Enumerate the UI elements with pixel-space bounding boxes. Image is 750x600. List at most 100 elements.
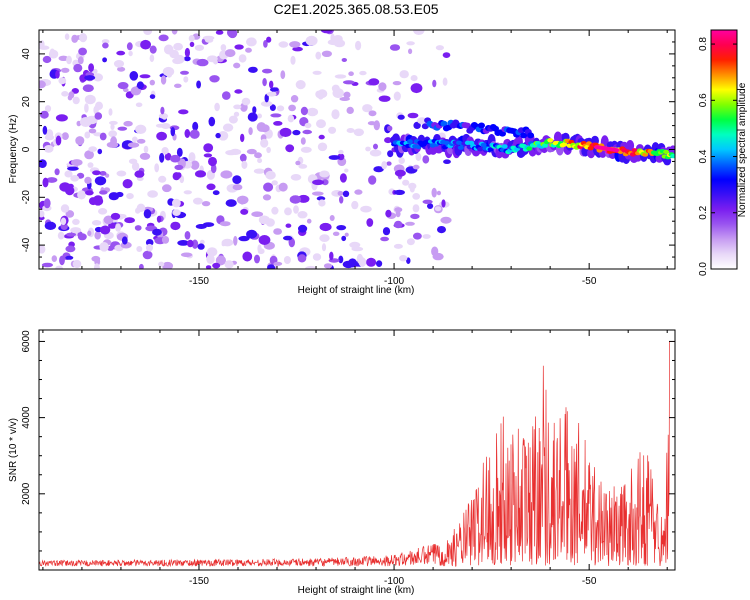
spectrogram-x-axis-title: Height of straight line (km) [298,285,415,296]
noise-blob [432,188,437,198]
noise-blob [354,189,362,194]
colorbar-tick-label: 0.0 [698,262,709,276]
figure-title: C2E1.2025.365.08.53.E05 [273,1,438,17]
noise-blob [370,150,382,157]
noise-blob [205,38,213,43]
noise-blob [245,48,252,53]
noise-blob [302,130,312,134]
noise-blob [185,48,190,57]
noise-blob [262,78,267,86]
noise-blob [204,153,212,157]
noise-blob [252,106,256,113]
noise-blob [301,107,308,115]
noise-blob [238,236,249,241]
noise-blob [318,143,327,152]
noise-blob [65,256,73,260]
noise-blob [128,51,132,56]
noise-blob [298,225,307,233]
noise-blob [272,180,278,185]
noise-blob [319,171,329,178]
noise-blob [298,211,308,218]
noise-blob [248,112,258,121]
noise-blob [79,33,87,42]
noise-blob [118,127,128,131]
colorbar-tick-label: 0.6 [698,93,709,107]
noise-blob [225,49,236,57]
y-tick-label: 6000 [21,330,32,353]
noise-blob [313,253,321,260]
noise-blob [159,153,164,163]
noise-blob [390,44,400,51]
noise-blob [226,199,237,207]
noise-blob [88,63,94,72]
noise-blob [345,233,349,237]
noise-blob [36,80,46,88]
noise-blob [305,123,312,128]
noise-blob [135,125,146,134]
noise-blob [140,153,150,160]
noise-blob [394,190,405,195]
noise-blob [170,155,181,163]
noise-blob [394,92,401,101]
y-tick-label: 0 [21,146,32,152]
noise-blob [181,253,192,258]
noise-blob [40,111,49,119]
noise-blob [70,175,79,182]
noise-blob [398,115,405,120]
noise-blob [222,91,231,100]
noise-blob [246,37,257,46]
noise-blob [215,133,220,138]
colorbar: 0.00.20.40.60.8 Normalized spectral ampl… [698,30,748,276]
noise-blob [317,92,324,100]
noise-blob [359,71,366,75]
snr-panel: -150 -100 -50 200040006000 Height of strai… [8,330,675,596]
noise-blob [68,95,73,100]
noise-blob [157,216,161,223]
noise-blob [394,244,403,249]
noise-blob [328,127,336,134]
noise-blob [68,184,74,189]
noise-blob [368,78,379,85]
noise-blob [436,45,444,50]
noise-blob [251,211,263,217]
noise-blob [351,201,358,209]
noise-blob [341,236,346,241]
noise-blob [411,75,418,81]
noise-blob [233,63,240,69]
signal-peak [614,148,620,152]
noise-blob [242,98,251,106]
noise-blob [61,91,68,97]
noise-blob [283,236,292,241]
noise-blob [273,262,282,266]
noise-blob [270,113,281,117]
noise-blob [161,75,166,84]
noise-blob [288,115,294,123]
noise-blob [43,178,49,188]
noise-blob [135,225,142,231]
colorbar-gradient [711,30,737,269]
noise-blob [267,92,277,97]
noise-blob [55,168,60,175]
noise-blob [49,50,58,59]
noise-blob [437,191,441,196]
noise-blob [129,159,137,164]
noise-blob [257,244,261,252]
noise-blob [234,44,243,49]
noise-blob [225,150,237,155]
noise-blob [279,41,289,47]
noise-blob [56,136,62,146]
noise-blob [136,103,143,108]
noise-blob [110,124,114,130]
noise-blob [385,210,391,218]
noise-blob [335,74,347,78]
noise-blob [423,200,433,204]
noise-blob [233,236,237,246]
noise-blob [43,56,52,63]
noise-blob [173,43,183,51]
noise-blob [171,127,176,136]
noise-blob [387,126,392,132]
noise-blob [221,44,227,51]
noise-blob [410,214,419,219]
noise-blob [94,195,103,201]
noise-blob [99,242,108,252]
